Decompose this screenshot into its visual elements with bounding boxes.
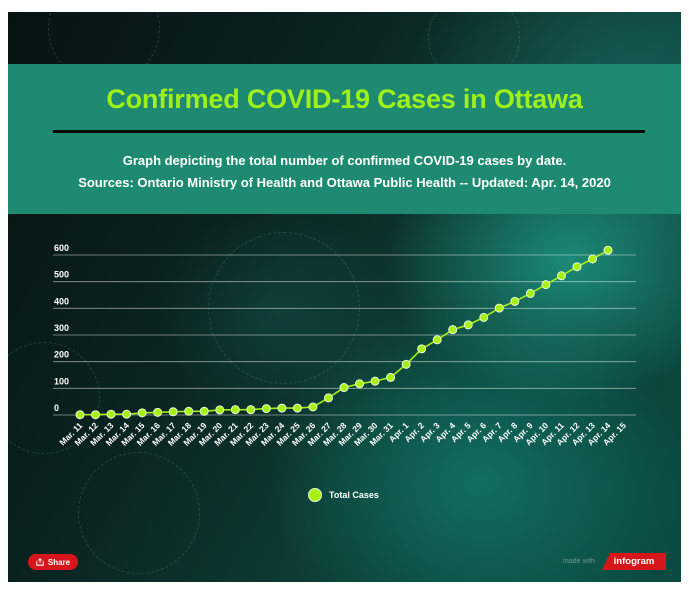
data-point (541, 280, 551, 290)
chart-subtitle: Graph depicting the total number of conf… (122, 153, 567, 168)
share-button-label: Share (47, 557, 71, 567)
data-point (432, 335, 442, 345)
title-divider (53, 130, 645, 133)
data-point (199, 406, 209, 416)
data-point (323, 393, 333, 403)
legend-swatch-total-cases (308, 488, 322, 502)
data-point (292, 403, 302, 413)
data-point (339, 383, 349, 393)
data-point (386, 372, 396, 382)
data-point (91, 410, 101, 420)
chart-title: Confirmed COVID-19 Cases in Ottawa (106, 84, 583, 114)
infogram-logo-link[interactable]: infogram (602, 553, 666, 570)
data-point (355, 379, 365, 389)
data-point (448, 325, 458, 335)
data-point (246, 405, 256, 415)
y-tick-label: 100 (54, 376, 69, 386)
data-point (308, 402, 318, 412)
made-with-label: made with (563, 558, 595, 565)
data-point (370, 376, 380, 386)
y-tick-label: 0 (54, 403, 59, 413)
y-tick-label: 500 (54, 270, 69, 280)
chart-legend[interactable]: Total Cases (308, 485, 379, 505)
series-points (75, 245, 613, 420)
data-point (572, 262, 582, 272)
chart-sources: Sources: Ontario Ministry of Health and … (78, 175, 611, 190)
data-point (525, 288, 535, 298)
share-icon (36, 558, 44, 566)
data-point (106, 409, 116, 419)
data-point (230, 405, 240, 415)
y-tick-label: 300 (54, 323, 69, 333)
data-point (168, 407, 178, 417)
data-point (215, 405, 225, 415)
data-point (401, 359, 411, 369)
chart-header: Confirmed COVID-19 Cases in Ottawa Graph… (8, 64, 681, 214)
chart-gridlines (53, 254, 636, 416)
data-point (510, 296, 520, 306)
data-point (75, 410, 85, 420)
infographic-card: Confirmed COVID-19 Cases in Ottawa Graph… (8, 12, 681, 582)
y-tick-label: 200 (54, 350, 69, 360)
data-point (587, 254, 597, 264)
data-point (417, 344, 427, 354)
data-point (603, 245, 613, 255)
y-tick-label: 600 (54, 243, 69, 253)
data-point (494, 303, 504, 313)
data-point (153, 407, 163, 417)
data-point (277, 403, 287, 413)
data-point (479, 312, 489, 322)
data-point (556, 271, 566, 281)
virus-decoration (78, 452, 200, 574)
data-point (137, 408, 147, 418)
data-point (184, 406, 194, 416)
data-point (463, 320, 473, 330)
data-point (261, 404, 271, 414)
share-button[interactable]: Share (28, 554, 78, 570)
legend-label-total-cases: Total Cases (329, 490, 379, 500)
data-point (122, 409, 132, 419)
y-axis-ticks: 0 100 200 300 400 500 600 (54, 243, 69, 413)
y-tick-label: 400 (54, 296, 69, 306)
